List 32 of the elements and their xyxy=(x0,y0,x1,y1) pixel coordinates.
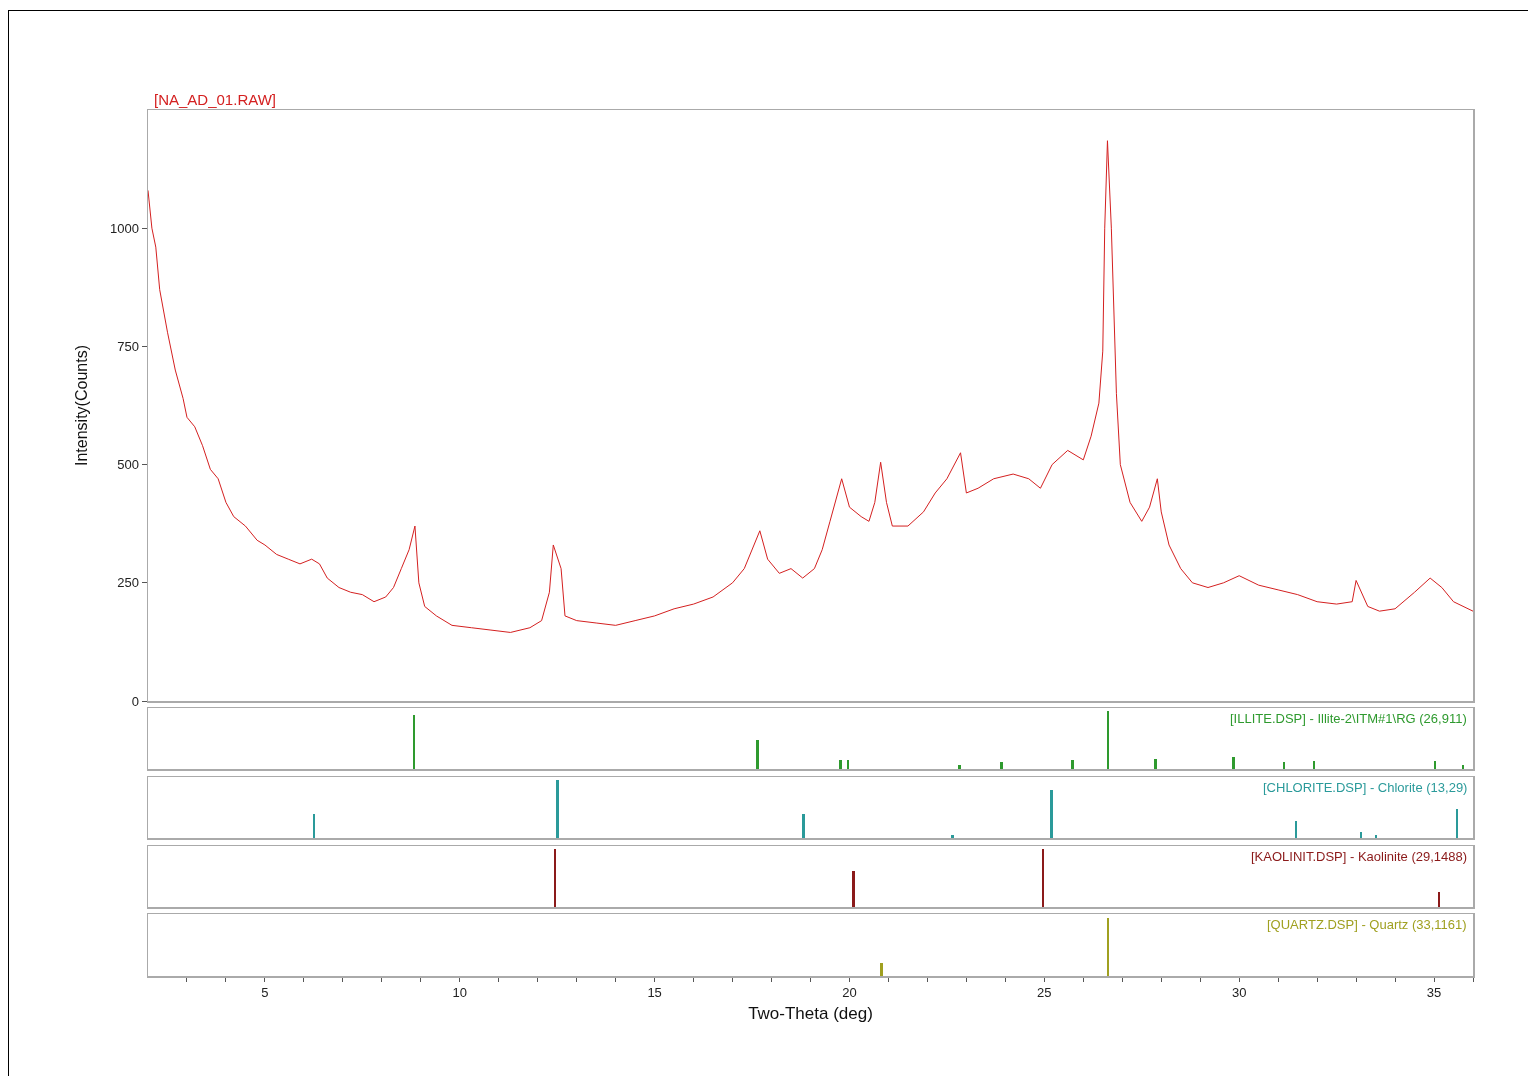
bar xyxy=(1050,790,1053,838)
bar xyxy=(1071,759,1074,769)
y-axis-title: Intensity(Counts) xyxy=(73,345,91,466)
bar xyxy=(958,764,961,769)
y-tick-label: 250 xyxy=(117,575,139,591)
bar xyxy=(556,780,559,838)
x-tick-label: 30 xyxy=(1231,985,1247,1001)
text: [NA_AD_01.RAW] xyxy=(154,91,276,108)
bar xyxy=(1232,757,1235,769)
bar xyxy=(802,814,805,838)
x-tick-label: 25 xyxy=(1037,985,1052,1001)
y-tick-label: 500 xyxy=(117,457,139,473)
text: [QUARTZ.DSP] - Quartz (33,1161) xyxy=(1267,917,1467,932)
bar xyxy=(839,759,842,769)
bar xyxy=(1359,832,1363,838)
y-tick-label: 750 xyxy=(117,338,139,354)
bar xyxy=(1154,758,1157,769)
bar xyxy=(1000,762,1003,769)
text: [ILLITE.DSP] - Illite-2\ITM#1\RG (26,911) xyxy=(1230,711,1467,726)
x-tick-label: 35 xyxy=(1426,985,1442,1001)
x-tick-label: 20 xyxy=(842,985,857,1001)
bar xyxy=(951,835,954,838)
x-tick-label: 10 xyxy=(452,985,467,1001)
text: [KAOLINIT.DSP] - Kaolinite (29,1488) xyxy=(1251,849,1468,864)
y-tick-label: 0 xyxy=(131,693,139,709)
x-tick-label: 15 xyxy=(647,985,662,1001)
series-label: [CHLORITE.DSP] - Chlorite (13,29) xyxy=(1263,780,1468,795)
line-series xyxy=(148,140,1473,633)
x-axis-title: Two-Theta (deg) xyxy=(748,1004,873,1024)
y-tick-label: 1000 xyxy=(109,220,139,236)
x-tick-label: 5 xyxy=(261,985,269,1001)
bar xyxy=(756,740,759,769)
